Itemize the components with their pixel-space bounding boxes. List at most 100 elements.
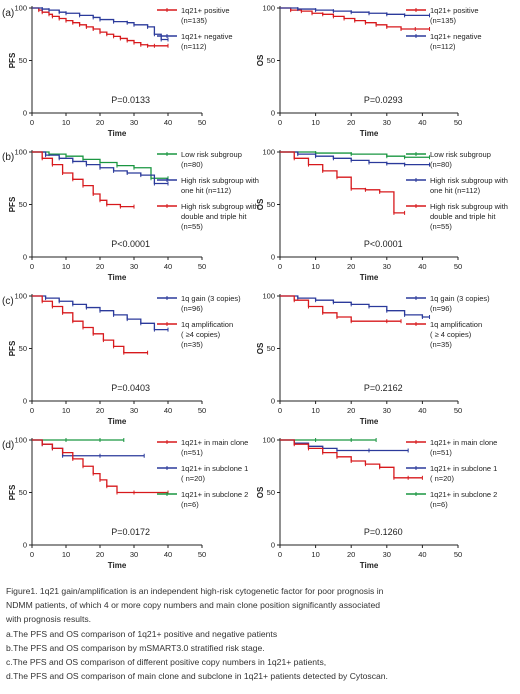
legend-label: (n=112) [430,42,456,51]
legend-label: (n=96) [430,304,452,313]
legend-label: High risk subgroup with [430,202,508,211]
x-axis-title: Time [108,561,127,570]
x-tick-label: 20 [347,550,355,559]
x-tick-label: 10 [62,118,70,127]
km-curve-red [280,439,423,479]
x-tick-label: 30 [383,550,391,559]
x-tick-label: 40 [418,406,426,415]
panel-label: (b) [2,152,14,163]
legend-label: (n=135) [430,16,457,25]
y-tick-label: 50 [19,200,27,209]
p-value: P=0.0293 [364,95,403,105]
km-panel: 0 10 20 30 40 50 0 50 100 Time OS P=0.0293 1q21+ pos… [256,4,482,139]
caption-line: c.The PFS and OS comparison of different… [6,657,327,668]
km-panel: (d) 0 10 20 30 40 50 0 50 100 Time PFS P=0.0172 1q21+… [2,436,248,571]
x-tick-label: 30 [383,406,391,415]
x-tick-label: 50 [454,262,462,271]
panel-label: (a) [2,8,14,19]
y-tick-label: 50 [267,200,275,209]
x-tick-label: 0 [30,262,34,271]
km-curve-red [280,151,405,214]
y-tick-label: 50 [267,56,275,65]
km-panel: (a) 0 10 20 30 40 50 0 50 100 Time PFS P=0.0133 1q21+… [2,4,233,139]
legend-label: one hit (n=112) [430,186,481,195]
legend-label: 1q21+ in main clone [430,438,497,447]
panel-label: (c) [2,296,14,307]
x-tick-label: 50 [198,550,206,559]
legend-label: ( n=20) [430,474,454,483]
legend-label: 1q gain (3 copies) [430,294,490,303]
legend-label: double and triple hit [181,212,247,221]
km-panel: 0 10 20 30 40 50 0 50 100 Time OS P<0.0001 Low risk … [256,148,508,283]
x-tick-label: 20 [96,262,104,271]
legend-label: (n=80) [181,160,203,169]
legend-label: High risk subgroup with [181,202,259,211]
x-tick-label: 20 [347,406,355,415]
legend-label: 1q21+ in subclone 2 [181,490,248,499]
km-panel: 0 10 20 30 40 50 0 50 100 Time OS P=0.2162 1q gain (… [256,292,490,427]
p-value: P=0.0133 [111,95,150,105]
x-tick-label: 0 [30,118,34,127]
legend-label: 1q amplification [430,320,482,329]
km-curve-blue [32,439,145,457]
x-tick-label: 10 [311,262,319,271]
legend-label: ( n=20) [181,474,205,483]
x-tick-label: 0 [30,550,34,559]
caption-line: d.The PFS and OS comparison of main clon… [6,671,388,682]
y-tick-label: 0 [271,253,275,262]
legend-label: ( ≥4 copies) [181,330,221,339]
km-curve-red [280,295,402,322]
legend-label: Low risk subgroup [181,150,242,159]
legend-label: (n=112) [181,42,207,51]
legend-label: 1q21+ negative [181,32,233,41]
legend-label: 1q amplification [181,320,233,329]
y-axis-title: OS [256,486,265,498]
x-tick-label: 40 [418,118,426,127]
km-panel: 0 10 20 30 40 50 0 50 100 Time OS P=0.1260 1q21+ in … [256,436,497,571]
km-curve-blue [280,295,430,318]
legend-label: 1q21+ negative [430,32,482,41]
caption-line: NDMM patients, of which 4 or more copy n… [6,600,381,611]
legend-label: (n=80) [430,160,452,169]
x-tick-label: 30 [383,262,391,271]
x-tick-label: 10 [311,118,319,127]
y-tick-label: 0 [271,541,275,550]
p-value: P=0.0172 [111,527,150,537]
legend-label: (n=51) [181,448,203,457]
x-tick-label: 20 [96,550,104,559]
legend-label: (n=35) [181,340,203,349]
y-tick-label: 100 [14,4,27,13]
x-tick-label: 30 [130,550,138,559]
legend-label: 1q21+ in subclone 1 [181,464,248,473]
x-tick-label: 0 [278,406,282,415]
y-tick-label: 0 [23,109,27,118]
y-tick-label: 50 [267,344,275,353]
km-curve-blue [32,7,168,41]
y-tick-label: 50 [19,56,27,65]
p-value: P<0.0001 [111,239,150,249]
legend-label: (n=35) [430,340,452,349]
y-axis-title: OS [256,198,265,210]
y-tick-label: 100 [262,436,275,445]
y-tick-label: 0 [23,253,27,262]
km-panel: (c) 0 10 20 30 40 50 0 50 100 Time PFS P=0.0403 1q ga… [2,292,241,427]
x-tick-label: 40 [418,262,426,271]
km-curve-red [280,7,430,30]
legend-label: 1q gain (3 copies) [181,294,241,303]
y-tick-label: 100 [262,292,275,301]
x-tick-label: 50 [454,118,462,127]
x-axis-title: Time [108,273,127,282]
x-tick-label: 0 [30,406,34,415]
x-tick-label: 30 [130,406,138,415]
y-tick-label: 50 [267,488,275,497]
caption-line: with prognosis results. [6,614,92,625]
x-tick-label: 30 [130,262,138,271]
figure-caption: Figure1. 1q21 gain/amplification is an i… [6,584,514,683]
y-tick-label: 50 [19,344,27,353]
y-axis-title: PFS [8,340,17,356]
caption-line: b.The PFS and OS comparison by mSMART3.0… [6,642,265,653]
p-value: P=0.0403 [111,383,150,393]
x-tick-label: 50 [198,262,206,271]
y-axis-title: PFS [8,52,17,68]
legend-label: High risk subgroup with [181,176,259,185]
